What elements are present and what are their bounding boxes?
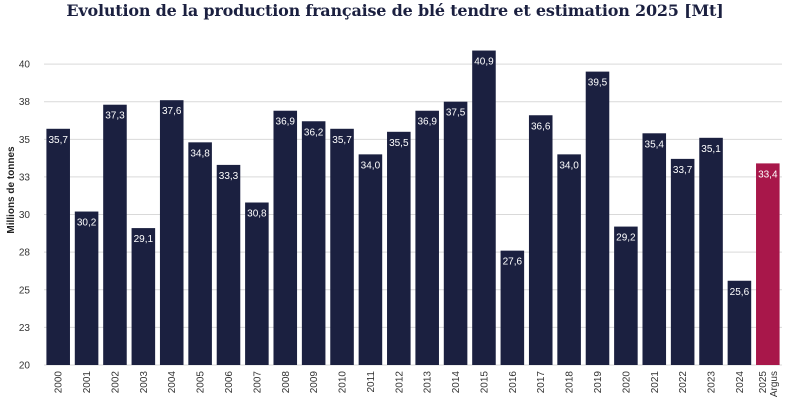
- x-tick-label: 2001: [82, 371, 93, 394]
- bar-2022: [670, 158, 695, 365]
- data-label: 27,6: [503, 257, 523, 268]
- data-label: 33,7: [673, 165, 693, 176]
- data-label: 35,7: [332, 135, 352, 146]
- y-tick-label: 38: [19, 97, 31, 108]
- x-tick-label: 2010: [338, 371, 349, 394]
- data-label: 35,4: [645, 139, 665, 150]
- data-label: 34,0: [361, 160, 381, 171]
- bar-2012: [387, 131, 411, 365]
- y-tick-label: 25: [19, 285, 31, 296]
- x-tick-label: 2016: [508, 371, 519, 394]
- x-tick-label: 2014: [451, 371, 462, 394]
- x-tick-label: 2013: [423, 371, 434, 394]
- data-label: 39,5: [588, 78, 608, 89]
- bar-2004: [159, 100, 184, 365]
- data-label: 29,2: [616, 233, 636, 244]
- data-label: 36,9: [276, 117, 296, 128]
- data-label: 36,2: [304, 127, 324, 138]
- bar-2023: [699, 137, 723, 365]
- bars: [46, 50, 780, 366]
- bar-2015: [472, 50, 496, 366]
- x-tick-label: 2020: [621, 371, 632, 394]
- x-tick-label: 2012: [394, 371, 405, 394]
- data-label: 25,6: [730, 287, 750, 298]
- data-label: 35,5: [389, 138, 409, 149]
- data-label: 34,8: [190, 148, 210, 159]
- bar-2005: [188, 142, 212, 365]
- data-label: 29,1: [134, 234, 154, 245]
- bar-2000: [46, 128, 70, 365]
- y-tick-label: 33: [19, 172, 31, 183]
- bar-2017: [528, 115, 553, 365]
- x-tick-label: 2024: [735, 371, 746, 394]
- data-label: 35,7: [48, 135, 68, 146]
- bar-2014: [443, 101, 468, 365]
- x-tick-label: 2005: [196, 371, 207, 394]
- bar-2002: [103, 104, 127, 366]
- bar-2020: [614, 226, 638, 365]
- x-tick-label: 2018: [565, 371, 576, 394]
- data-label: 37,5: [446, 108, 466, 119]
- y-axis-ticks: 20 23 25 28 30 33 35 38 40: [19, 60, 31, 372]
- data-label: 33,3: [219, 171, 239, 182]
- y-tick-label: 40: [19, 60, 31, 71]
- y-tick-label: 35: [19, 135, 31, 146]
- x-tick-label: 2006: [224, 371, 235, 394]
- y-tick-label: 23: [19, 323, 31, 334]
- data-label: 34,0: [559, 160, 579, 171]
- bar-2018: [557, 154, 581, 365]
- x-tick-label: 2009: [309, 371, 320, 394]
- data-label: 30,8: [247, 209, 267, 220]
- bar-2025-argus: [756, 163, 780, 365]
- data-label: 36,9: [417, 117, 437, 128]
- x-tick-label: 2023: [707, 371, 718, 394]
- x-tick-label: 2011: [366, 371, 377, 393]
- y-tick-label: 28: [19, 248, 31, 259]
- bar-2013: [415, 110, 439, 365]
- bar-2006: [216, 164, 241, 365]
- bar-2007: [245, 202, 269, 365]
- data-label: 36,6: [531, 121, 551, 132]
- x-tick-label: 2000: [54, 371, 65, 394]
- data-label: 30,2: [77, 218, 97, 229]
- data-label: 37,6: [162, 106, 182, 117]
- data-label: 33,4: [758, 169, 778, 180]
- bar-2016: [500, 250, 525, 365]
- x-axis-ticks: 2000 2001 2002 2003 2004 2005 2006 2007 2008 2009…: [54, 371, 780, 398]
- x-tick-label: 2003: [139, 371, 150, 394]
- bar-2001: [74, 211, 99, 365]
- x-tick-label: 2007: [252, 371, 263, 394]
- bar-2008: [273, 110, 298, 365]
- bar-2019: [585, 71, 610, 366]
- x-tick-label: 2022: [678, 371, 689, 394]
- x-tick-label: 2015: [479, 371, 490, 394]
- x-tick-label: 2008: [281, 371, 292, 394]
- x-tick-label: 2017: [536, 371, 547, 394]
- bar-2010: [330, 128, 354, 365]
- bar-2024: [727, 280, 752, 365]
- x-tick-label: 2019: [593, 371, 604, 394]
- bar-2003: [131, 228, 156, 365]
- data-label: 40,9: [474, 57, 494, 68]
- data-label: 37,3: [105, 111, 125, 122]
- bar-2009: [301, 121, 326, 365]
- y-tick-label: 20: [19, 361, 31, 372]
- chart-title: Evolution de la production française de …: [66, 1, 724, 20]
- bar-2011: [358, 154, 383, 365]
- data-label: 35,1: [701, 144, 721, 155]
- x-tick-label: 2025Argus: [758, 371, 780, 398]
- bar-2021: [642, 133, 667, 365]
- x-tick-label: 2002: [110, 371, 121, 394]
- y-axis-label: Millions de tonnes: [6, 146, 17, 234]
- y-tick-label: 30: [19, 210, 31, 221]
- x-tick-label: 2004: [167, 371, 178, 394]
- data-labels: 35,7 30,2 37,3 29,1 37,6 34,8 33,3 30,8 36,9 36,2…: [48, 57, 778, 298]
- x-tick-label: 2021: [650, 371, 661, 394]
